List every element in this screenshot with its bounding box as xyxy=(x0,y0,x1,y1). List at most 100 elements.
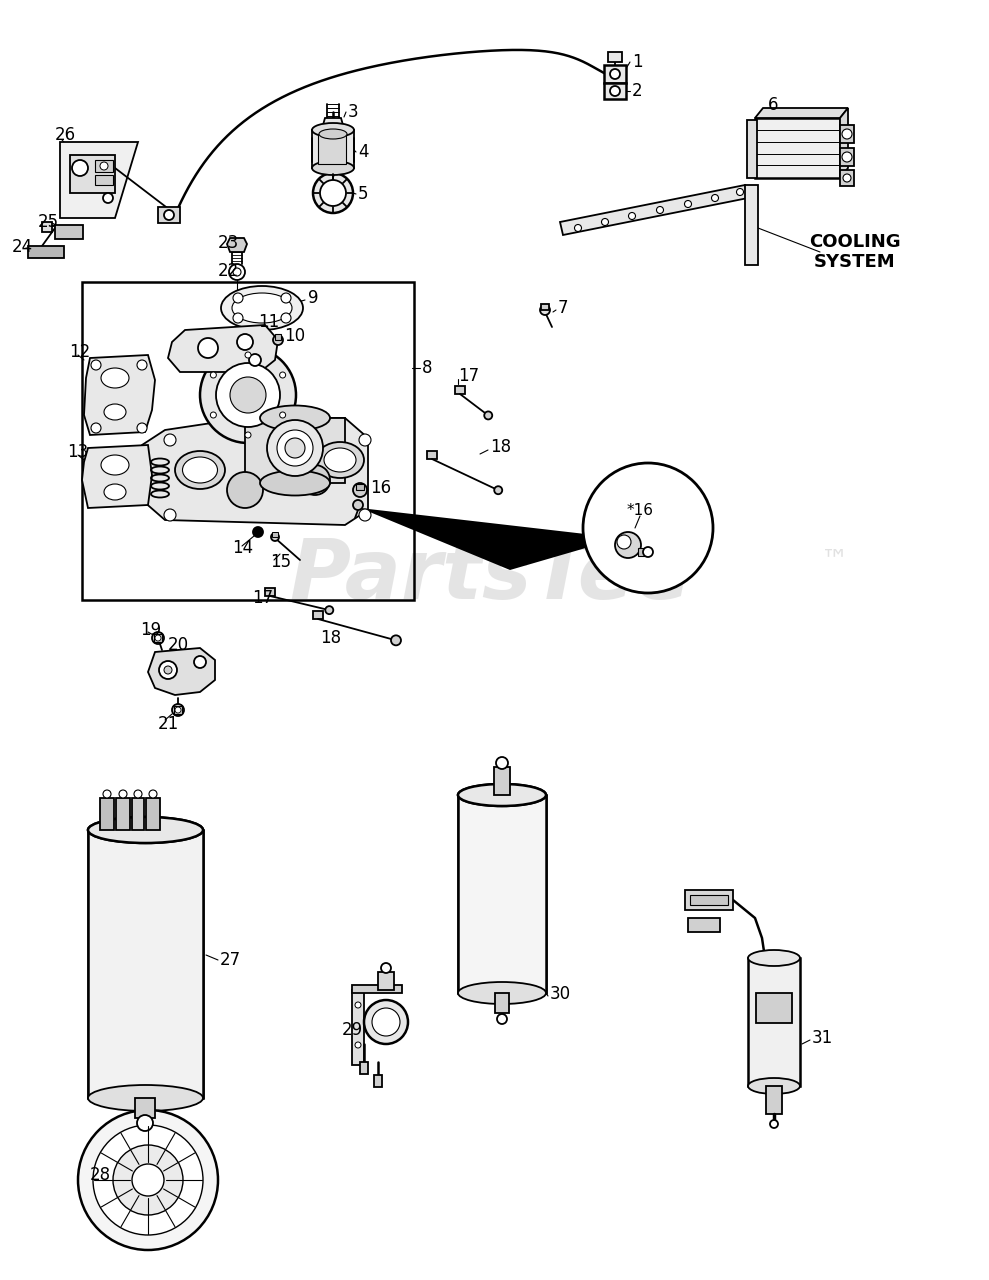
Bar xyxy=(95,175,113,186)
Text: 11: 11 xyxy=(258,314,279,332)
Bar xyxy=(42,221,52,232)
Circle shape xyxy=(137,1115,153,1132)
Circle shape xyxy=(496,756,508,769)
Circle shape xyxy=(355,1002,361,1009)
Text: 20: 20 xyxy=(168,636,189,654)
Circle shape xyxy=(359,434,371,445)
Circle shape xyxy=(280,372,286,378)
Circle shape xyxy=(245,352,251,358)
Bar xyxy=(356,484,364,490)
Circle shape xyxy=(285,438,305,458)
Circle shape xyxy=(103,193,113,204)
Text: 26: 26 xyxy=(55,125,76,145)
Circle shape xyxy=(155,635,161,641)
Circle shape xyxy=(494,486,502,494)
Ellipse shape xyxy=(312,161,354,175)
Bar xyxy=(688,918,720,932)
Text: 19: 19 xyxy=(140,621,161,639)
Polygon shape xyxy=(755,108,848,118)
Polygon shape xyxy=(745,186,758,265)
Text: 18: 18 xyxy=(490,438,511,456)
Circle shape xyxy=(355,1042,361,1048)
Circle shape xyxy=(320,180,346,206)
Circle shape xyxy=(211,372,217,378)
Circle shape xyxy=(227,472,263,508)
Circle shape xyxy=(643,547,653,557)
Circle shape xyxy=(172,704,184,716)
Text: 10: 10 xyxy=(284,326,306,346)
Bar xyxy=(132,797,144,829)
Bar xyxy=(174,707,182,714)
Bar xyxy=(245,419,345,483)
Circle shape xyxy=(137,422,147,433)
Bar xyxy=(158,207,180,223)
Circle shape xyxy=(353,483,367,497)
Circle shape xyxy=(233,314,243,323)
Bar xyxy=(374,1075,382,1087)
Ellipse shape xyxy=(104,484,126,500)
Bar xyxy=(272,532,278,538)
Bar xyxy=(352,986,402,993)
Polygon shape xyxy=(82,445,152,508)
Text: 27: 27 xyxy=(220,951,241,969)
Circle shape xyxy=(78,1110,218,1251)
Ellipse shape xyxy=(324,448,356,472)
Bar xyxy=(100,797,114,829)
Text: 2: 2 xyxy=(632,82,643,100)
Circle shape xyxy=(164,210,174,220)
Circle shape xyxy=(711,195,718,201)
Circle shape xyxy=(381,963,391,973)
Text: 9: 9 xyxy=(308,289,318,307)
Bar xyxy=(495,993,509,1012)
Ellipse shape xyxy=(101,454,129,475)
Circle shape xyxy=(216,364,280,428)
Circle shape xyxy=(273,335,283,346)
Circle shape xyxy=(103,790,111,797)
Bar xyxy=(360,1062,368,1074)
Circle shape xyxy=(211,412,217,419)
Polygon shape xyxy=(168,325,278,372)
Text: 8: 8 xyxy=(422,358,432,378)
Bar xyxy=(541,305,549,310)
Text: ™: ™ xyxy=(821,547,849,573)
Circle shape xyxy=(149,790,157,797)
Circle shape xyxy=(200,347,296,443)
Bar xyxy=(318,134,346,164)
Bar xyxy=(608,52,622,61)
Bar xyxy=(82,282,414,600)
Polygon shape xyxy=(84,355,155,435)
Circle shape xyxy=(233,293,243,303)
Text: 15: 15 xyxy=(270,553,291,571)
Polygon shape xyxy=(148,648,215,695)
Bar xyxy=(88,829,203,1098)
Bar xyxy=(747,120,757,178)
Ellipse shape xyxy=(88,817,203,844)
Polygon shape xyxy=(227,238,247,252)
Ellipse shape xyxy=(175,451,225,489)
Text: COOLING
SYSTEM: COOLING SYSTEM xyxy=(809,233,901,271)
Text: 21: 21 xyxy=(158,716,179,733)
Ellipse shape xyxy=(748,950,800,966)
Circle shape xyxy=(575,224,582,232)
Polygon shape xyxy=(60,142,138,218)
Text: 7: 7 xyxy=(558,300,569,317)
Circle shape xyxy=(100,163,108,170)
Circle shape xyxy=(540,305,550,315)
Circle shape xyxy=(842,129,852,140)
Circle shape xyxy=(267,420,323,476)
Text: 6: 6 xyxy=(768,96,778,114)
Circle shape xyxy=(164,434,176,445)
Circle shape xyxy=(175,707,181,713)
Circle shape xyxy=(194,657,206,668)
Bar xyxy=(604,65,626,83)
Text: 17: 17 xyxy=(252,589,273,607)
Bar xyxy=(312,131,354,168)
Circle shape xyxy=(628,212,636,219)
Text: PartsTee: PartsTee xyxy=(289,535,691,616)
Bar xyxy=(494,767,510,795)
Circle shape xyxy=(737,188,744,196)
Ellipse shape xyxy=(319,129,347,140)
Circle shape xyxy=(152,632,164,644)
Polygon shape xyxy=(142,419,368,525)
Bar xyxy=(755,118,840,178)
